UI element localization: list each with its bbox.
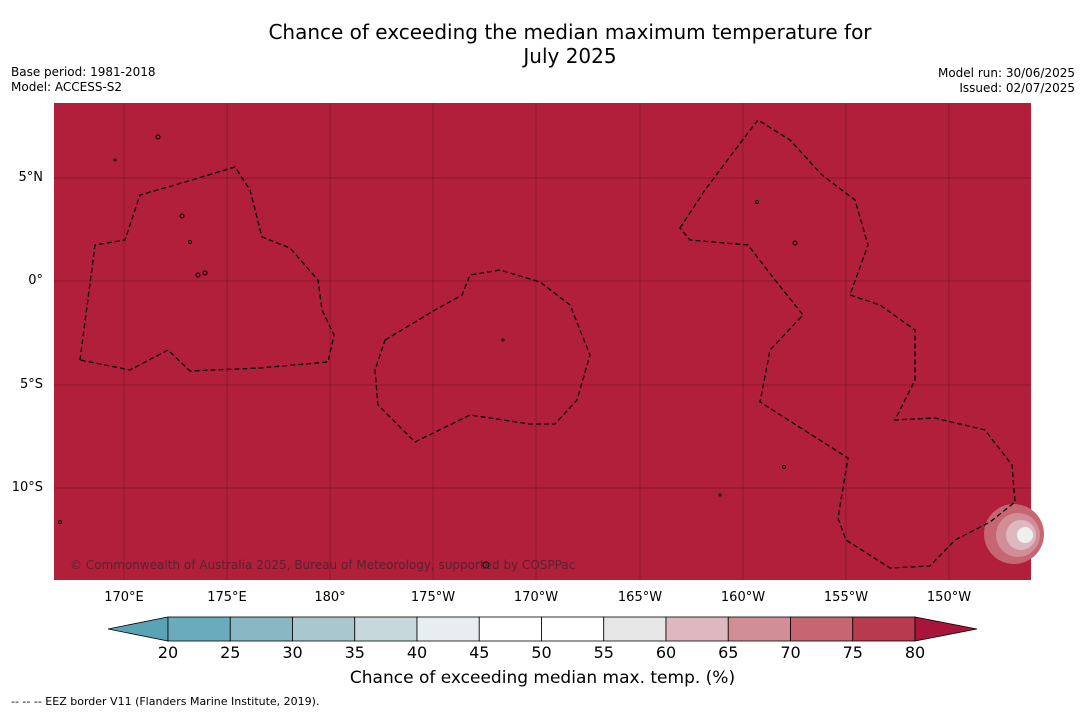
issued-date: Issued: 02/07/2025 — [959, 81, 1075, 95]
colorbar-segment — [354, 616, 418, 642]
lon-label-175w: 175°W — [410, 590, 456, 605]
colorbar-segment — [727, 616, 791, 642]
colorbar-segment — [603, 616, 667, 642]
colorbar-title: Chance of exceeding median max. temp. (%… — [349, 668, 736, 688]
colorbar-tick-label: 25 — [220, 643, 241, 662]
colorbar-segment — [852, 616, 916, 642]
lon-label-160w: 160°W — [720, 590, 766, 605]
colorbar-segment — [790, 616, 854, 642]
run-info: Model run: 30/06/2025 Issued: 02/07/2025 — [938, 66, 1075, 96]
colorbar-tick-label: 70 — [780, 643, 801, 662]
title-line-1: Chance of exceeding the median maximum t… — [268, 20, 872, 44]
lon-label-175e: 175°E — [207, 590, 247, 605]
colorbar-tick-label: 55 — [593, 643, 614, 662]
copyright-text: © Commonwealth of Australia 2025, Bureau… — [70, 558, 576, 572]
colorbar-tick-label: 75 — [842, 643, 863, 662]
colorbar-segment — [292, 616, 356, 642]
colorbar-tick-label: 65 — [718, 643, 739, 662]
model-run-date: Model run: 30/06/2025 — [937, 66, 1075, 80]
colorbar-segment — [541, 616, 605, 642]
gridlines — [54, 103, 1031, 580]
eez-footnote: -- -- -- EEZ border V11 (Flanders Marine… — [11, 695, 320, 708]
lon-label-150w: 150°W — [926, 590, 972, 605]
islands — [58, 134, 798, 569]
colorbar-extend-low — [107, 616, 169, 642]
map-area — [54, 103, 1031, 580]
model-name: Model: ACCESS-S2 — [11, 80, 123, 94]
base-info: Base period: 1981-2018 Model: ACCESS-S2 — [11, 65, 156, 95]
eez-borders — [79, 119, 1016, 569]
base-period: Base period: 1981-2018 — [11, 65, 156, 79]
colorbar-segment — [478, 616, 542, 642]
colorbar-tick-label: 30 — [282, 643, 303, 662]
title-line-2: July 2025 — [523, 44, 617, 68]
colorbar-segment — [416, 616, 480, 642]
lat-label-5s: 5°S — [19, 377, 43, 392]
colorbar-tick-label: 80 — [904, 643, 926, 662]
colorbar-tick-label: 40 — [406, 643, 428, 662]
lat-label-0: 0° — [28, 273, 43, 288]
colorbar-extend-high — [914, 616, 978, 642]
colorbar-tick-label: 35 — [344, 643, 365, 662]
lon-label-165w: 165°W — [617, 590, 663, 605]
colorbar-segment — [229, 616, 293, 642]
lat-label-10s: 10°S — [11, 480, 43, 495]
lon-label-155w: 155°W — [823, 590, 869, 605]
colorbar-segment — [167, 616, 231, 642]
colorbar-tick-label: 60 — [655, 643, 677, 662]
colorbar-tick-label: 45 — [469, 643, 490, 662]
lat-label-5n: 5°N — [18, 170, 44, 185]
colorbar — [107, 616, 978, 642]
lon-label-170w: 170°W — [513, 590, 559, 605]
chart-title: Chance of exceeding the median maximum t… — [0, 20, 1085, 68]
probability-contour-blob — [984, 504, 1044, 564]
colorbar-segment — [665, 616, 729, 642]
lon-label-180: 180° — [314, 590, 346, 605]
colorbar-tick-label: 20 — [157, 643, 179, 662]
colorbar-tick-label: 50 — [531, 643, 552, 662]
lon-label-170e: 170°E — [104, 590, 144, 605]
